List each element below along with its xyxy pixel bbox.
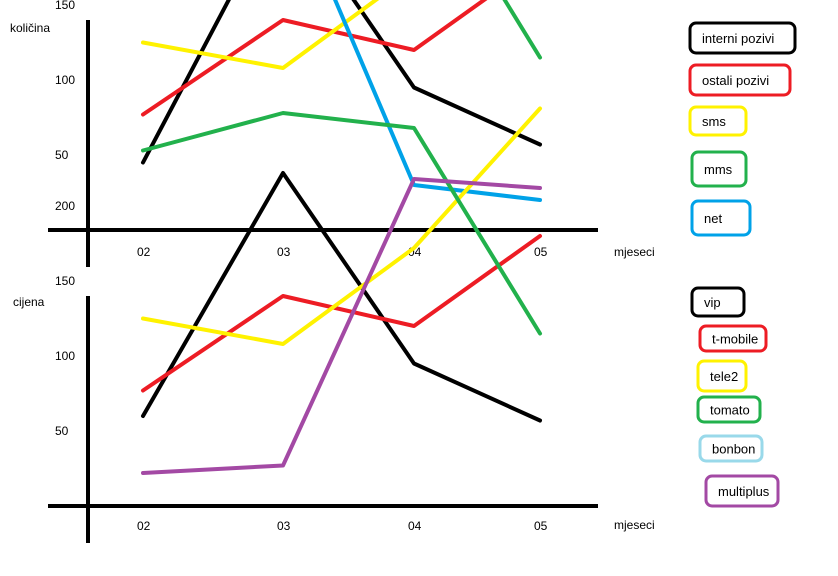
legend-label: bonbon [712, 442, 755, 457]
x-tick-label: 03 [277, 519, 291, 533]
series-line-tomato [141, 111, 542, 336]
y-tick-label: 100 [55, 349, 75, 363]
x-tick-label: 05 [534, 519, 548, 533]
x-tick-label: 04 [408, 519, 422, 533]
legend-box [688, 21, 797, 55]
y-tick-label: 100 [55, 73, 75, 87]
legend-box [698, 434, 764, 463]
x-tick-label: 05 [534, 245, 548, 259]
legend-label: ostali pozivi [702, 73, 769, 88]
x-tick-label: 02 [137, 245, 151, 259]
x-axis-label: mjeseci [614, 518, 655, 532]
legend-label: tomato [710, 403, 750, 418]
x-tick-label: 03 [277, 245, 291, 259]
legend-label: sms [702, 114, 726, 129]
legend-label: tele2 [710, 369, 738, 384]
series-line-sms [141, 0, 380, 70]
legend-label: multiplus [718, 484, 770, 499]
legend-box [690, 286, 746, 318]
legend-box [688, 63, 792, 97]
legend-box [690, 199, 752, 237]
chart-kolicina: količinamjeseci5010015020002030405intern… [10, 0, 797, 267]
x-axis-label: mjeseci [614, 245, 655, 259]
legend-box [690, 150, 748, 188]
legend-box [696, 359, 748, 393]
legend-box [688, 105, 748, 137]
legend-label: t-mobile [712, 332, 758, 347]
series-line-interni-pozivi [141, 0, 542, 165]
y-tick-label: 150 [55, 0, 75, 12]
y-tick-label: 200 [55, 199, 75, 213]
legend-label: interni pozivi [702, 31, 774, 46]
legend-label: vip [704, 295, 721, 310]
legend-label: net [704, 211, 722, 226]
legend-box [696, 395, 762, 424]
y-axis-label: cijena [13, 295, 45, 309]
series-line-t-mobile [141, 234, 542, 393]
series-line-tele2 [141, 106, 542, 346]
y-tick-label: 50 [55, 148, 69, 162]
legend-box [698, 324, 768, 353]
x-tick-label: 02 [137, 519, 151, 533]
series-line-multiplus [141, 177, 542, 475]
y-axis-label: količina [10, 21, 50, 35]
legend-label: mms [704, 162, 733, 177]
series-line-net [333, 0, 542, 202]
y-tick-label: 50 [55, 424, 69, 438]
y-tick-label: 150 [55, 274, 75, 288]
chart-cijena: cijena mjeseci 50 100 150 200 02 03 04 05 vip t-mob… [13, 106, 780, 543]
series-line-vip [141, 171, 542, 423]
legend-box [704, 474, 780, 508]
